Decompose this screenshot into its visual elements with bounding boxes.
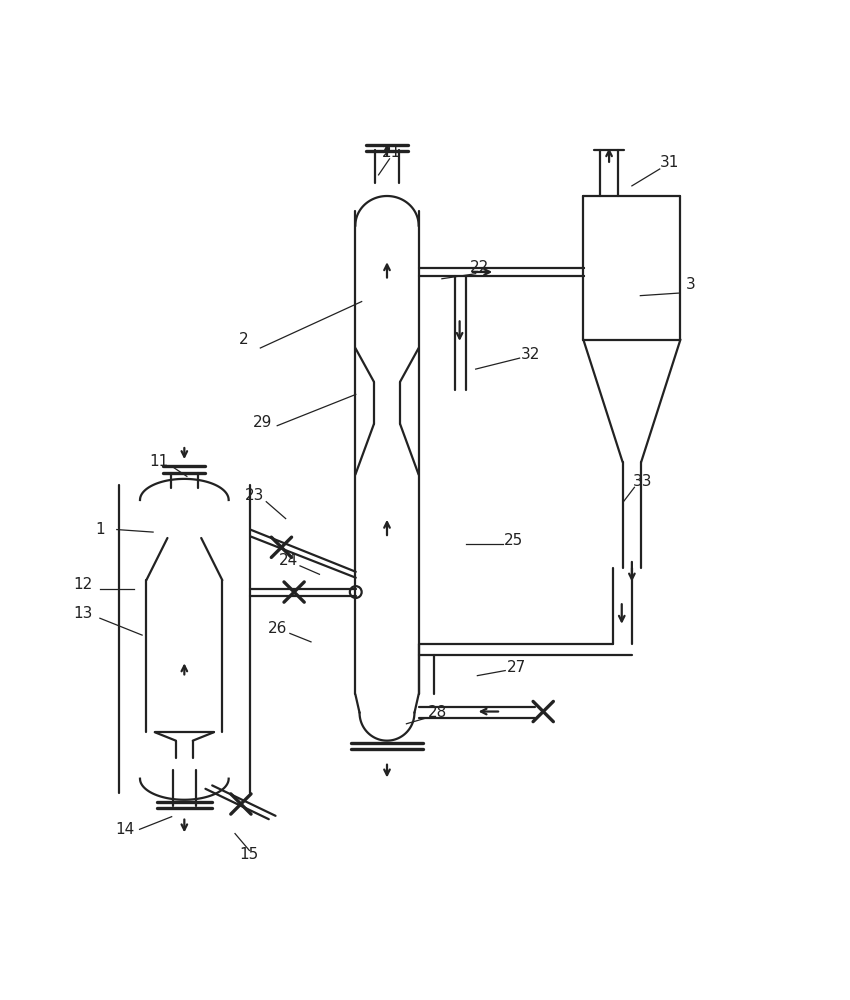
Text: 14: 14	[116, 822, 135, 837]
Text: 33: 33	[633, 474, 653, 489]
Text: 1: 1	[95, 522, 105, 537]
Text: 3: 3	[686, 277, 696, 292]
Text: 22: 22	[470, 260, 490, 275]
Text: 2: 2	[239, 332, 248, 347]
Text: 29: 29	[253, 415, 273, 430]
Text: 11: 11	[150, 454, 168, 470]
Text: 15: 15	[240, 847, 259, 862]
Text: 26: 26	[268, 621, 287, 636]
Text: 13: 13	[73, 606, 93, 621]
Text: 27: 27	[507, 660, 526, 675]
Text: 31: 31	[660, 155, 680, 170]
Text: 21: 21	[382, 145, 401, 160]
Text: 25: 25	[504, 533, 524, 548]
Text: 32: 32	[521, 347, 541, 362]
Text: 24: 24	[279, 553, 298, 568]
Text: 28: 28	[428, 705, 447, 720]
Text: 12: 12	[73, 577, 93, 592]
Text: 23: 23	[245, 488, 264, 503]
